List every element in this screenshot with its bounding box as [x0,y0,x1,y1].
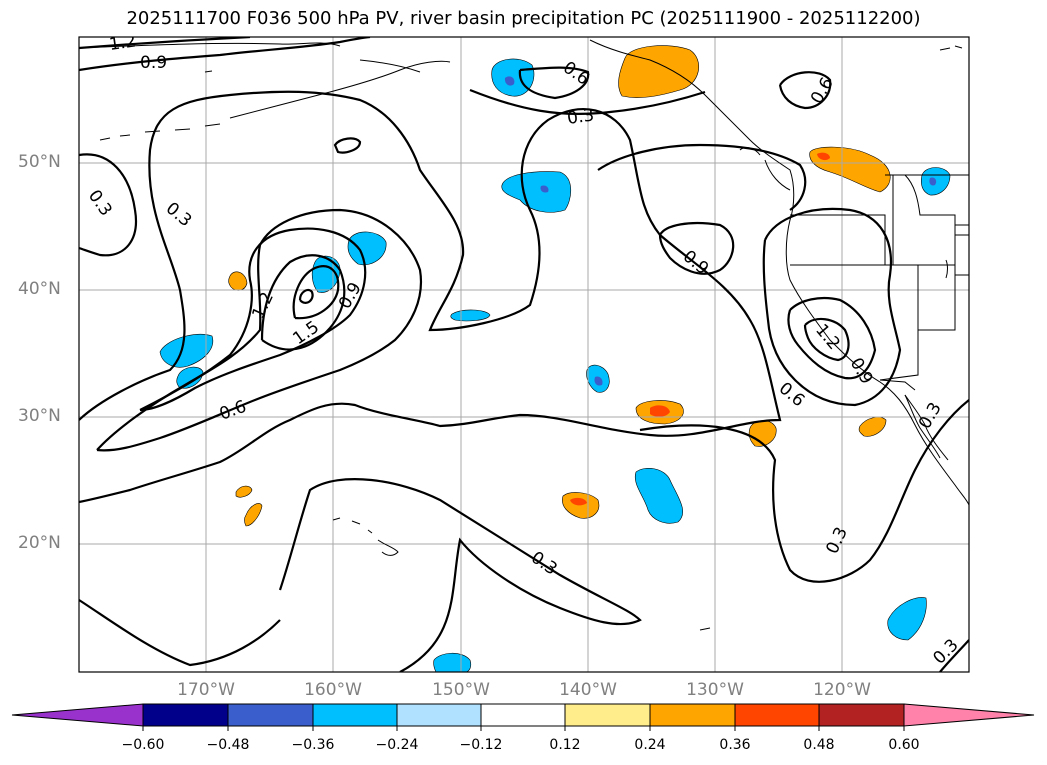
contour-labels: 1.2 0.9 0.3 0.3 1.2 1.5 0.9 0.6 0.6 0.3 … [84,31,963,669]
pv-contour-0.3-north [469,88,706,116]
lon-label: 150°W [432,680,490,700]
pv-contour-0.9-north [79,37,371,72]
pv-contour-0.3-big [79,90,782,504]
contour-label: 0.6 [807,74,838,107]
colorbar-bin [142,703,229,727]
colorbar-tick-label: 0.48 [803,737,835,753]
colorbar-bin [734,703,820,727]
graticule [79,37,969,672]
colorbar-tick-label: −0.24 [375,737,419,753]
contour-label: 0.6 [775,379,809,412]
contour-label: 1.5 [289,317,323,349]
pv-contour-0.6-north [518,66,590,100]
pv-contour-0.3-west [79,153,138,257]
pv-contour-0.3-south [639,399,969,583]
precip-blob [228,271,248,291]
colorbar-extend-high [903,703,1035,727]
lon-label: 130°W [686,680,744,700]
pv-contour-0.6-east [762,207,902,407]
precip-blob [809,146,891,193]
lon-label: 170°W [177,680,235,700]
lon-label: 160°W [304,680,362,700]
colorbar-tick-label: −0.36 [291,737,335,753]
precip-blob [562,492,600,519]
colorbar-tick-label: 0.60 [888,737,920,753]
precip-blob [929,177,937,186]
precip-blob [887,597,927,641]
contour-label: 0.3 [566,105,596,129]
lat-label: 50°N [18,152,61,172]
contour-label: 0.6 [217,397,249,425]
pv-contour-small-1 [298,288,314,304]
colorbar-bin [818,703,905,727]
colorbar-bin [649,703,736,727]
colorbar-extend-low [11,703,144,727]
precip-blob [244,503,263,527]
colorbar-tick-label: 0.36 [719,737,751,753]
precip-blob [570,497,587,506]
precip-blob [858,416,887,437]
pv-contour-1.2-north [79,37,251,50]
coastlines [79,39,969,631]
colorbar-bin [312,703,398,727]
colorbar-tick-label: 0.24 [634,737,666,753]
pv-contour-0.6 [96,208,423,452]
lon-label: 120°W [813,680,871,700]
colorbar-tick-label: −0.48 [206,737,250,753]
lat-label: 40°N [18,279,61,299]
contour-label: 0.3 [527,548,561,580]
contour-label: 0.9 [335,279,366,312]
precip-blob [450,309,491,322]
precip-blob [618,45,699,98]
pv-contour-0.3-sw [278,478,642,672]
pv-contour-0.3-east [597,143,807,211]
precip-blob [594,376,603,386]
colorbar-bin [396,703,482,727]
map-title: 2025111700 F036 500 hPa PV, river basin … [126,8,921,29]
colorbar [11,703,1035,731]
precip-blob [504,76,515,86]
lat-label: 20°N [18,533,61,553]
contour-label: 0.3 [162,199,196,232]
precip-blob [491,58,535,97]
pv-contour-0.3-se [939,639,969,672]
precip-blob [634,467,683,524]
pv-contour-1.5 [292,265,340,320]
lon-label: 140°W [559,680,617,700]
colorbar-tick-label: −0.12 [459,737,503,753]
precip-blob [235,485,253,498]
pv-contour-0.6-nw [778,71,832,110]
contour-label: 0.3 [84,186,116,220]
pv-contour-0.3-far-west [79,599,281,667]
precip-blob [347,231,387,266]
precip-blob [650,405,670,417]
colorbar-bin [227,703,314,727]
colorbar-tick-label: −0.60 [121,737,165,753]
pv-contour-0.9-east [787,296,877,380]
pv-contour-small-2 [333,137,362,154]
colorbar-bin [564,703,651,727]
contour-label: 0.3 [822,524,852,557]
contour-label: 0.3 [929,635,962,668]
colorbar-tick-label: 0.12 [549,737,581,753]
plot-frame [78,36,970,673]
lat-label: 30°N [18,406,61,426]
contour-label: 0.9 [140,53,167,73]
precip-blob [540,185,549,193]
precip-blob [433,652,472,672]
pv-contour-0.9 [139,227,367,412]
contour-label: 1.2 [108,31,138,55]
pv-contour-1.2-east [803,317,850,362]
pv-contour-0.9-mid [658,221,735,275]
precip-blob [501,171,572,213]
colorbar-bin [480,703,566,727]
pv-contours [79,37,969,672]
precip-blob [159,333,214,368]
precip-blob [176,366,204,389]
pv-contour-1.2 [260,254,346,351]
precip-blob [817,152,830,161]
